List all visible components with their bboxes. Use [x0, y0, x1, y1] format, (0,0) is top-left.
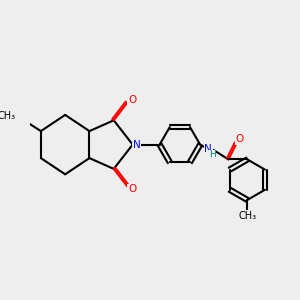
Text: H: H [209, 150, 216, 159]
Text: O: O [128, 95, 136, 105]
Text: N: N [204, 144, 212, 154]
Text: CH₃: CH₃ [0, 111, 15, 121]
Text: O: O [236, 134, 244, 144]
Text: O: O [128, 184, 136, 194]
Text: N: N [133, 140, 141, 150]
Text: CH₃: CH₃ [238, 211, 256, 220]
